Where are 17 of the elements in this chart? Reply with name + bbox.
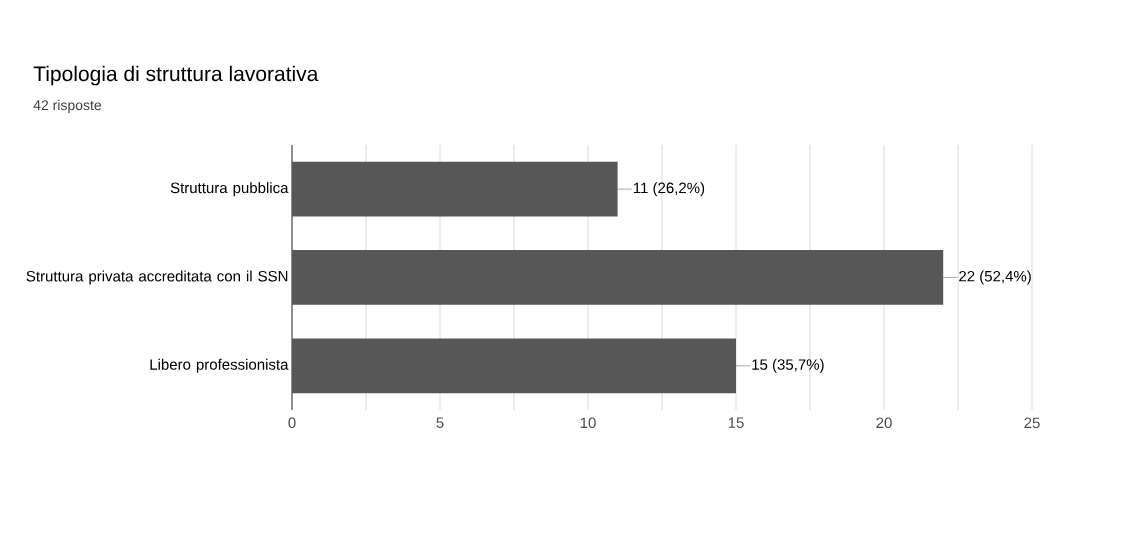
x-tick-label: 0	[288, 417, 296, 429]
y-tick-label: Struttura pubblica	[170, 182, 289, 197]
bar	[292, 250, 944, 305]
y-tick-label: Libero professionista	[150, 358, 289, 373]
x-tick-label: 15	[728, 417, 744, 428]
bar	[292, 161, 618, 217]
y-tick-label: Struttura privata accreditata con il SSN	[26, 270, 288, 285]
text: 42 risposte	[33, 99, 102, 113]
x-tick-label: 25	[1024, 417, 1040, 429]
bar	[292, 338, 737, 394]
x-tick-label: 20	[876, 417, 892, 429]
data-label: 22 (52,4%)	[959, 270, 1031, 285]
chart-title: Tipologia di struttura lavorativa	[33, 65, 319, 86]
x-tick-label: 10	[580, 417, 596, 429]
data-label: 15 (35,7%)	[752, 358, 824, 373]
x-tick-label: 5	[436, 417, 444, 428]
data-label: 11 (26,2%)	[633, 182, 705, 197]
